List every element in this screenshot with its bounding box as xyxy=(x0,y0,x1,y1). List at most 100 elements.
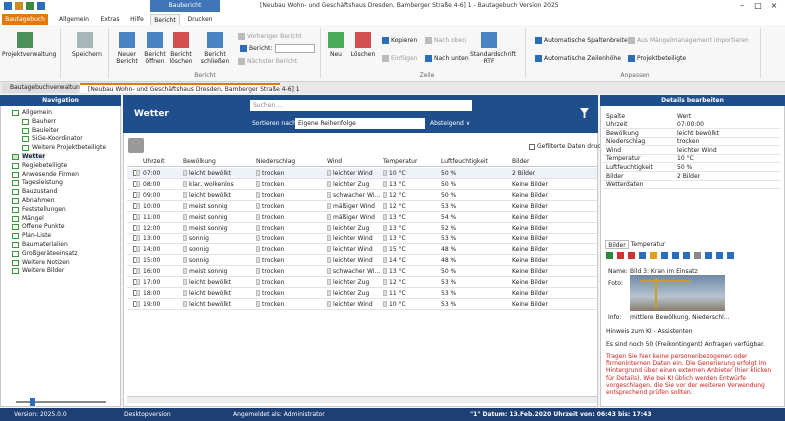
image-toolbar-icon[interactable] xyxy=(639,252,646,259)
table-cell[interactable]: 53 % xyxy=(441,235,457,243)
column-header[interactable]: Bilder xyxy=(512,158,530,165)
table-cell[interactable]: trocken xyxy=(262,224,285,232)
table-cell[interactable]: 12 °C xyxy=(389,279,406,286)
table-cell[interactable]: 15 °C xyxy=(389,246,406,254)
ribbon-icon[interactable] xyxy=(328,32,344,48)
table-cell[interactable]: leicht bewölkt xyxy=(189,300,231,308)
quick-icon[interactable] xyxy=(4,2,12,10)
table-cell[interactable]: sonnig xyxy=(189,246,209,254)
table-cell[interactable]: Keine Bilder xyxy=(512,224,548,232)
sort-order[interactable]: Absteigend ∨ xyxy=(430,120,471,127)
ribbon-icon[interactable] xyxy=(17,32,33,48)
table-cell[interactable]: leicht bewölkt xyxy=(189,170,231,177)
column-header[interactable]: Bewölkung xyxy=(183,158,216,165)
table-cell[interactable]: 13 °C xyxy=(389,224,406,232)
details-value[interactable]: trocken xyxy=(677,138,700,146)
print-label[interactable]: Gefilterte Daten drucken xyxy=(537,143,612,150)
menu-tab[interactable]: Allgemein xyxy=(59,16,89,23)
table-cell[interactable]: leichter Zug xyxy=(333,289,370,297)
table-cell[interactable]: 13 °C xyxy=(389,235,406,243)
ribbon-button-label[interactable]: Bericht schließen xyxy=(200,51,230,65)
table-cell[interactable]: 11:00 xyxy=(143,213,161,221)
table-cell[interactable]: 08:00 xyxy=(143,180,161,188)
table-cell[interactable]: 48 % xyxy=(441,246,457,254)
ribbon-icon[interactable] xyxy=(77,32,93,48)
table-cell[interactable]: meist sonnig xyxy=(189,268,228,276)
doc-tab[interactable]: [Neubau Wohn- und Geschäftshaus Dresden,… xyxy=(80,83,300,93)
table-cell[interactable]: 13 °C xyxy=(389,213,406,221)
table-row[interactable] xyxy=(127,255,597,267)
nav-item[interactable]: Bauzustand xyxy=(22,188,58,196)
table-cell[interactable]: leichter Zug xyxy=(333,180,370,188)
ribbon-icon[interactable] xyxy=(355,32,371,48)
table-cell[interactable]: 18:00 xyxy=(143,289,161,297)
table-cell[interactable]: 50 % xyxy=(441,180,457,188)
ribbon-small-button[interactable]: Nach unten xyxy=(434,55,469,62)
image-toolbar-icon[interactable] xyxy=(606,252,613,259)
ribbon-button-label[interactable]: Löschen xyxy=(350,51,376,58)
table-cell[interactable]: sonnig xyxy=(189,235,209,243)
zoom-slider[interactable] xyxy=(16,401,106,403)
table-cell[interactable]: leicht bewölkt xyxy=(189,289,231,297)
table-cell[interactable]: 53 % xyxy=(441,279,457,286)
ribbon-small-button[interactable]: Nach oben xyxy=(434,37,467,44)
image-toolbar-icon[interactable] xyxy=(705,252,712,259)
table-cell[interactable]: trocken xyxy=(262,279,285,286)
table-cell[interactable]: 12:00 xyxy=(143,224,161,232)
table-cell[interactable]: Keine Bilder xyxy=(512,180,548,188)
table-cell[interactable]: meist sonnig xyxy=(189,202,228,210)
search-box[interactable]: Suchen ... xyxy=(250,100,472,111)
table-cell[interactable]: 53 % xyxy=(441,289,457,297)
table-cell[interactable]: leichter Wind xyxy=(333,300,373,308)
nav-item[interactable]: Großgeräteeinsatz xyxy=(22,249,78,257)
ribbon-small-button[interactable]: Kopieren xyxy=(391,37,418,44)
table-cell[interactable]: 13:00 xyxy=(143,235,161,243)
table-cell[interactable]: 17:00 xyxy=(143,279,161,286)
ribbon-small-button[interactable]: Nächster Bericht xyxy=(247,58,298,65)
details-tab[interactable]: Temperatur xyxy=(630,241,666,248)
ribbon-button-label[interactable]: Projektverwaltung xyxy=(2,51,57,58)
quick-icon[interactable] xyxy=(15,2,23,10)
table-cell[interactable]: trocken xyxy=(262,257,285,265)
table-cell[interactable]: 12 °C xyxy=(389,191,406,199)
table-cell[interactable]: 2 Bilder xyxy=(512,170,536,177)
table-cell[interactable]: 10 °C xyxy=(389,170,406,177)
ribbon-button-label[interactable]: Bericht öffnen xyxy=(144,51,166,65)
image-toolbar-icon[interactable] xyxy=(672,252,679,259)
table-cell[interactable]: Keine Bilder xyxy=(512,191,548,199)
table-cell[interactable]: 11 °C xyxy=(389,289,406,297)
ribbon-button-label[interactable]: Standardschrift RTF xyxy=(470,51,517,65)
column-header[interactable]: Uhrzeit xyxy=(143,158,165,165)
table-cell[interactable]: 19:00 xyxy=(143,300,161,308)
image-toolbar-icon[interactable] xyxy=(694,252,701,259)
table-cell[interactable]: 16:00 xyxy=(143,268,161,276)
doc-tab[interactable]: Bautagebuchverwaltung xyxy=(2,83,84,93)
table-cell[interactable]: 12 °C xyxy=(389,202,406,210)
table-cell[interactable]: 15:00 xyxy=(143,257,161,265)
table-cell[interactable]: Keine Bilder xyxy=(512,202,548,210)
table-cell[interactable]: 14:00 xyxy=(143,246,161,254)
table-cell[interactable]: 10:00 xyxy=(143,202,161,210)
details-value[interactable]: leichter Wind xyxy=(677,146,717,154)
details-value[interactable]: 07:00:00 xyxy=(677,121,704,128)
column-header[interactable]: Niederschlag xyxy=(256,158,296,165)
table-cell[interactable]: Keine Bilder xyxy=(512,279,548,286)
column-header[interactable]: Temperatur xyxy=(383,158,418,165)
nav-item[interactable]: Weitere Notizen xyxy=(22,258,70,266)
table-cell[interactable]: schwacher Wi... xyxy=(333,268,381,276)
table-cell[interactable]: leichter Wind xyxy=(333,170,373,177)
table-cell[interactable]: klar, wolkenlos xyxy=(189,180,234,188)
table-cell[interactable]: 53 % xyxy=(441,300,457,308)
table-cell[interactable]: 10 °C xyxy=(389,300,406,308)
table-cell[interactable]: meist sonnig xyxy=(189,213,228,221)
nav-item[interactable]: Mängel xyxy=(22,214,44,222)
table-cell[interactable]: 52 % xyxy=(441,224,457,232)
ribbon-button-label[interactable]: Bericht löschen xyxy=(169,51,193,65)
column-header[interactable]: Luftfeuchtigkeit xyxy=(441,158,488,165)
nav-item[interactable]: Allgemein xyxy=(22,109,52,116)
column-header[interactable]: Wind xyxy=(327,158,343,165)
table-cell[interactable]: 07:00 xyxy=(143,170,161,177)
nav-item[interactable]: Bauleiter xyxy=(32,126,60,134)
table-row[interactable] xyxy=(127,212,597,223)
details-value[interactable]: 2 Bilder xyxy=(677,172,701,180)
